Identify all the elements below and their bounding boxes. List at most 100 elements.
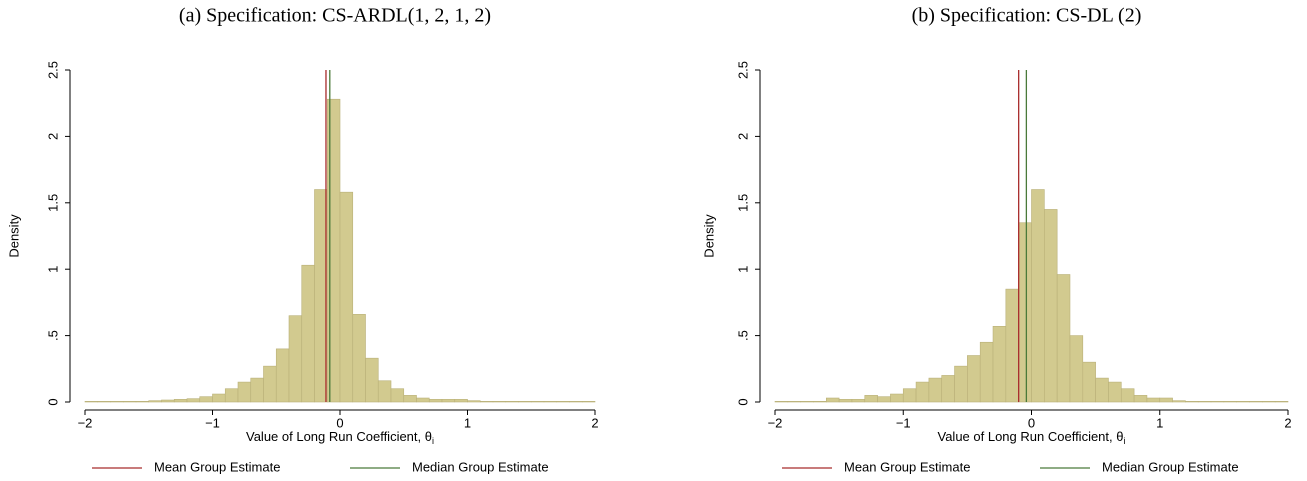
bar — [1133, 395, 1148, 403]
bar — [352, 314, 366, 403]
bar — [1146, 397, 1161, 403]
bar — [979, 341, 994, 403]
bar — [428, 399, 443, 403]
bar — [467, 400, 481, 403]
bar — [915, 381, 930, 403]
legend-label: Median Group Estimate — [412, 459, 549, 474]
bar — [556, 401, 570, 403]
bar — [1005, 288, 1019, 403]
bar — [1262, 401, 1276, 403]
x-axis-label-subscript: i — [432, 436, 434, 446]
y-tick-label: .5 — [45, 330, 60, 341]
x-tick-label: −1 — [205, 415, 220, 430]
bar — [263, 365, 277, 403]
bar — [1185, 401, 1199, 403]
bar — [543, 401, 558, 403]
y-tick-label: 2.5 — [45, 61, 60, 79]
y-tick-label: 2.5 — [735, 61, 750, 79]
bar — [275, 348, 290, 403]
bar — [1108, 381, 1122, 403]
x-axis-label-subscript: i — [1123, 436, 1125, 446]
bar — [288, 315, 303, 403]
bar — [774, 401, 789, 403]
bar — [212, 393, 226, 403]
x-tick-label: 1 — [464, 415, 471, 430]
bar — [1223, 401, 1237, 403]
bar — [173, 399, 188, 403]
y-tick-label: 0 — [45, 398, 60, 405]
bar — [1120, 388, 1135, 403]
legend-label: Mean Group Estimate — [154, 459, 280, 474]
bar — [186, 398, 201, 403]
bar — [416, 397, 430, 403]
x-axis-label-text: Value of Long Run Coefficient, θ — [246, 429, 432, 444]
y-tick-label: 2 — [735, 133, 750, 140]
y-tick-label: 1.5 — [735, 194, 750, 212]
bar — [825, 397, 840, 403]
bar — [941, 375, 955, 403]
x-tick-label: 0 — [1028, 415, 1035, 430]
bar — [967, 355, 981, 403]
bar — [1082, 361, 1096, 403]
bar — [518, 401, 532, 403]
y-tick-label: 1.5 — [45, 194, 60, 212]
chart-title: (b) Specification: CS-DL (2) — [912, 5, 1142, 27]
bar — [569, 401, 583, 403]
bar — [1056, 274, 1071, 403]
x-tick-label: 0 — [336, 415, 343, 430]
bar — [813, 401, 827, 403]
bar — [1197, 401, 1212, 403]
y-tick-label: 0 — [735, 398, 750, 405]
bar — [224, 388, 239, 403]
bar — [1172, 400, 1186, 403]
bar — [1274, 401, 1289, 403]
bar — [237, 381, 252, 403]
bar — [301, 264, 315, 403]
bar — [890, 393, 904, 403]
bar — [454, 399, 468, 403]
bar — [787, 401, 801, 403]
y-axis-label: Density — [701, 214, 716, 258]
x-tick-label: −2 — [78, 415, 93, 430]
bar — [199, 396, 213, 403]
bar — [1249, 401, 1263, 403]
bar — [148, 400, 162, 403]
bar — [1236, 401, 1250, 403]
y-tick-label: 2 — [45, 133, 60, 140]
x-tick-label: −2 — [768, 415, 783, 430]
bar — [479, 401, 494, 403]
bar — [122, 401, 137, 403]
x-axis-label: Value of Long Run Coefficient, θi — [246, 429, 434, 446]
bar — [1044, 209, 1058, 403]
bar — [492, 401, 507, 403]
y-tick-label: .5 — [735, 330, 750, 341]
x-axis-label: Value of Long Run Coefficient, θi — [938, 429, 1126, 446]
bar — [1210, 401, 1225, 403]
x-axis-label-text: Value of Long Run Coefficient, θ — [938, 429, 1124, 444]
bar — [954, 365, 968, 403]
bar — [97, 401, 111, 403]
bar — [161, 399, 175, 403]
x-tick-label: −1 — [896, 415, 911, 430]
bar — [84, 401, 99, 403]
x-tick-label: 2 — [1284, 415, 1291, 430]
chart-title: (a) Specification: CS-ARDL(1, 2, 1, 2) — [179, 5, 491, 27]
bar — [250, 377, 264, 403]
legend-label: Mean Group Estimate — [844, 459, 970, 474]
bar — [581, 401, 596, 403]
y-axis-label: Density — [6, 214, 21, 258]
bar — [1031, 189, 1045, 403]
bar — [339, 191, 354, 403]
bar — [377, 380, 392, 403]
legend-label: Median Group Estimate — [1102, 459, 1239, 474]
y-tick-label: 1 — [735, 266, 750, 273]
bar — [1069, 335, 1084, 403]
bar — [1018, 222, 1032, 403]
bar — [928, 377, 943, 403]
bar — [365, 357, 379, 403]
bar — [135, 401, 150, 403]
bar — [1095, 377, 1109, 403]
bar — [1159, 397, 1173, 403]
bar — [403, 395, 417, 403]
